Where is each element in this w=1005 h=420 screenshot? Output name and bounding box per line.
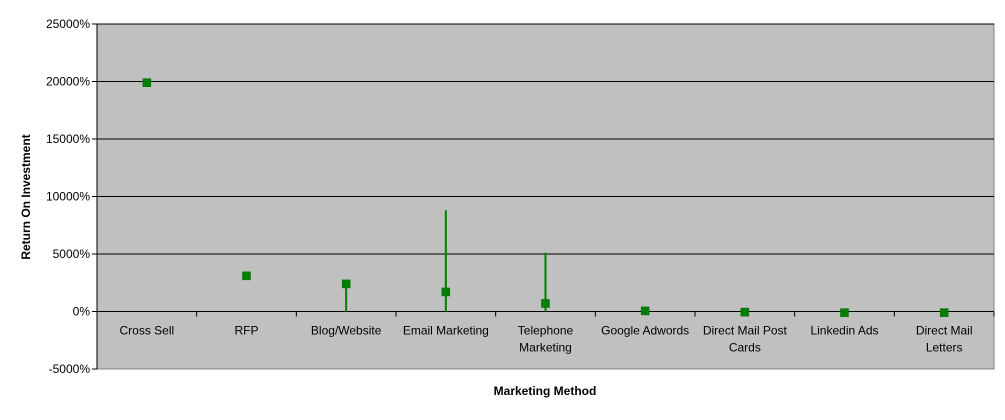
x-category-label: Direct Mail Post Cards <box>703 324 788 355</box>
y-tick-label: 5000% <box>53 247 91 261</box>
x-category-labels: Cross Sell RFP Blog/Website Email Marketing… <box>119 324 972 355</box>
y-tick-labels: -5000% 0% 5000% 10000% 15000% 20000% 25000% <box>46 17 90 376</box>
data-point <box>840 308 849 317</box>
x-category-label: Telephone Marketing <box>518 324 574 355</box>
data-point <box>640 306 650 316</box>
data-point <box>341 279 351 289</box>
y-tick-label: 0% <box>73 305 91 319</box>
x-axis-title: Marketing Method <box>494 384 597 398</box>
data-point <box>939 308 949 317</box>
data-point <box>441 287 451 297</box>
y-tick-label: 15000% <box>46 132 90 146</box>
data-point <box>541 299 550 308</box>
y-axis-title: Return On Investment <box>19 134 33 259</box>
x-category-label: Linkedin Ads <box>810 324 878 338</box>
x-category-label: RFP <box>235 324 259 338</box>
y-tick-label: 10000% <box>46 190 90 204</box>
data-point <box>740 307 750 317</box>
data-markers <box>142 78 949 317</box>
data-point <box>142 78 152 87</box>
x-category-label: Email Marketing <box>403 324 489 338</box>
x-category-label: Direct Mail Letters <box>916 324 973 355</box>
x-category-label: Blog/Website <box>311 324 382 338</box>
data-point <box>242 271 251 281</box>
x-category-label: Google Adwords <box>601 324 689 338</box>
y-tick-label: 20000% <box>46 75 90 89</box>
axes <box>92 23 995 370</box>
y-tick-label: -5000% <box>49 362 91 376</box>
y-tick-label: 25000% <box>46 17 90 31</box>
x-category-label: Cross Sell <box>119 324 174 338</box>
